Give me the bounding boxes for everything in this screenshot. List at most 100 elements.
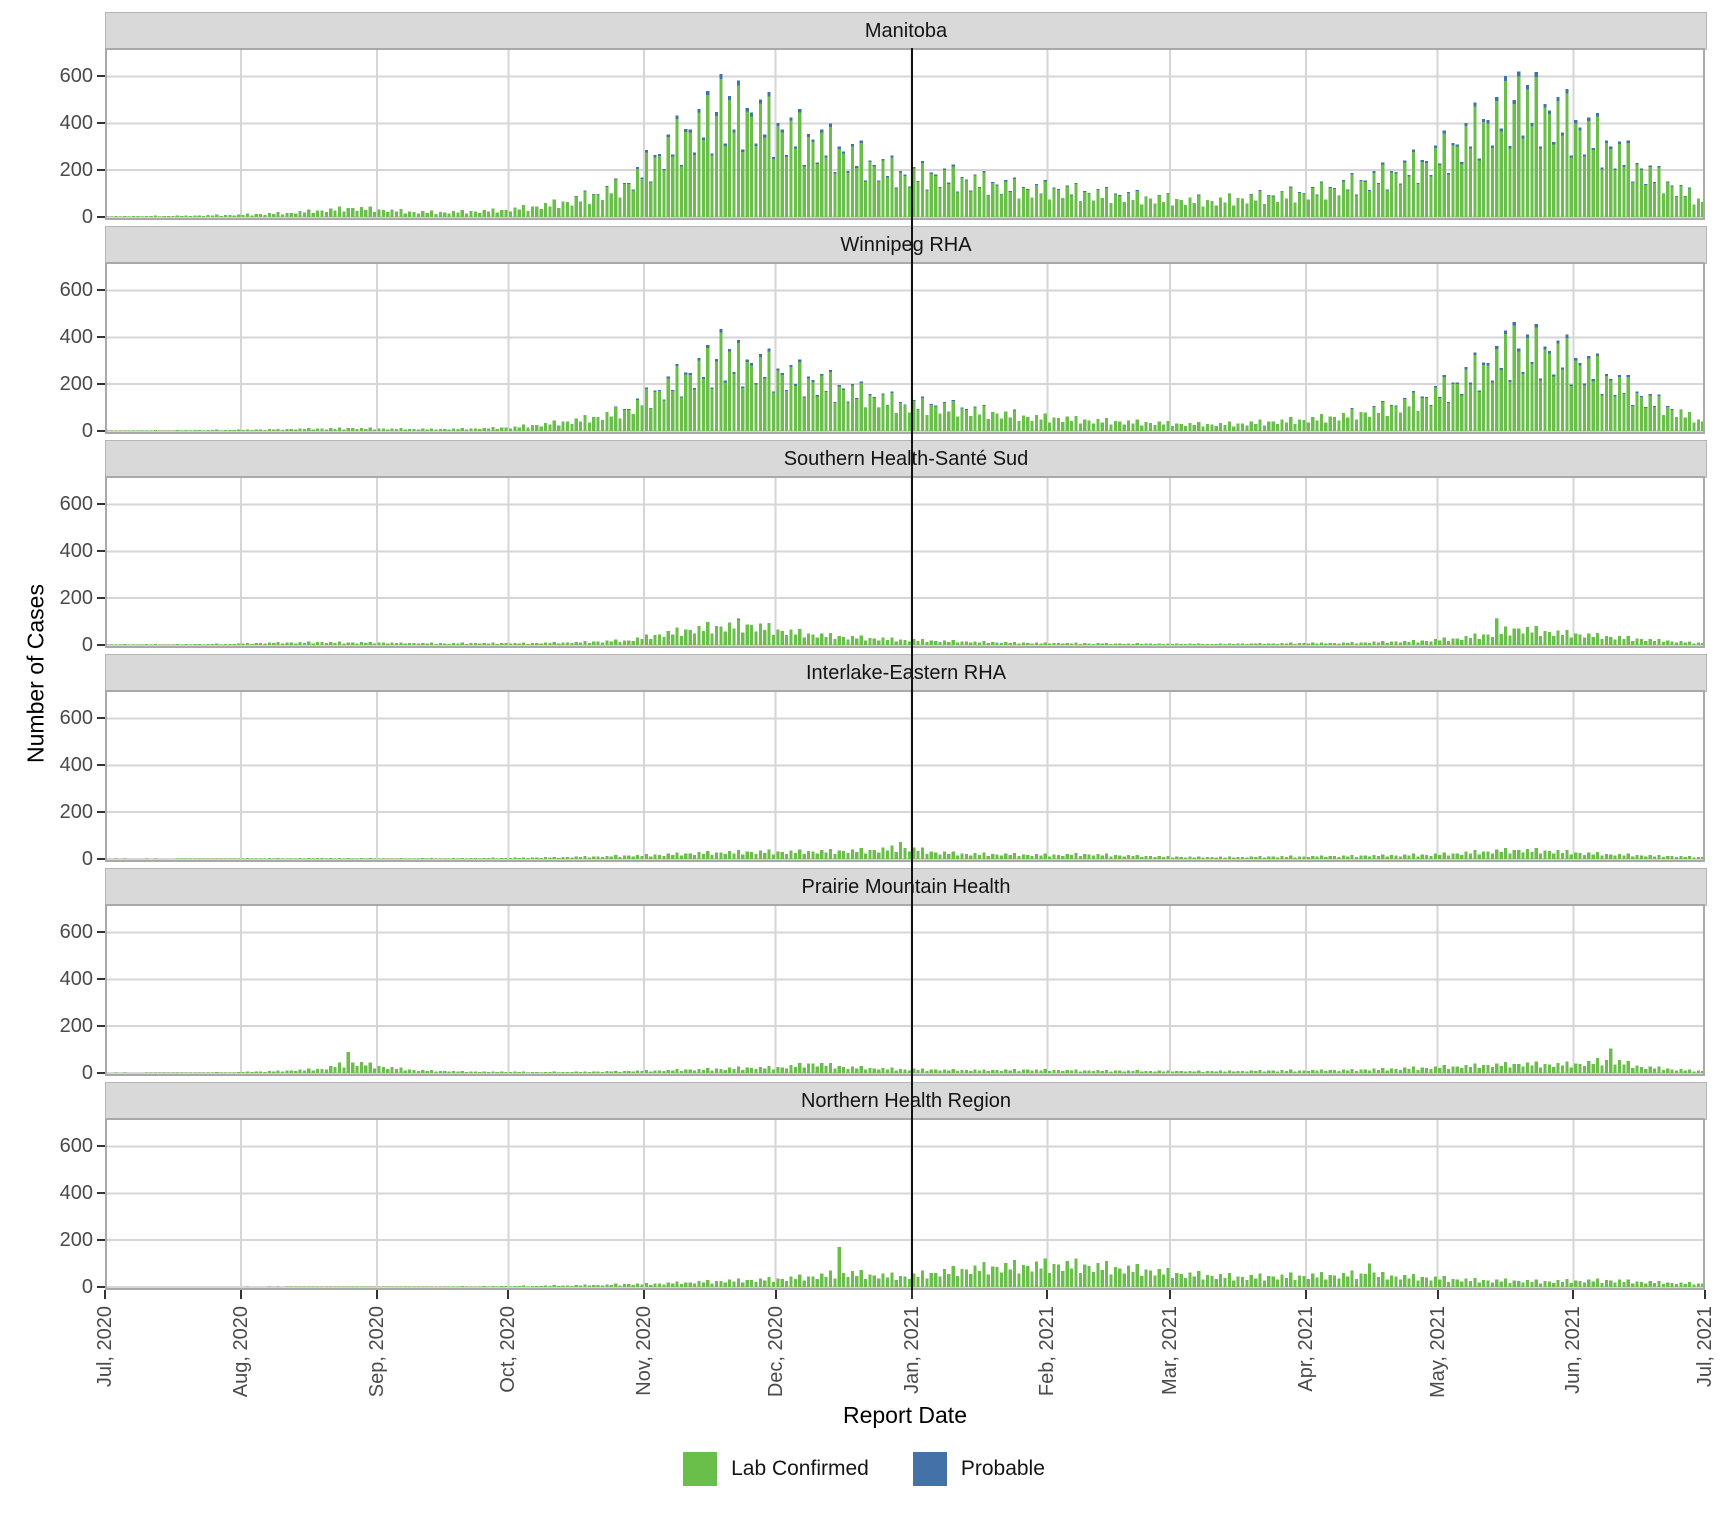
y-tick-label: 600 (59, 279, 93, 302)
x-tick-mark (1704, 1290, 1706, 1299)
y-tick-mark (97, 1192, 105, 1195)
y-tick-mark (97, 289, 105, 292)
y-tick-label: 600 (59, 707, 93, 730)
panel-border (105, 690, 1705, 862)
y-tick-mark (97, 717, 105, 720)
panel-border (105, 904, 1705, 1076)
facet-plot (105, 690, 1705, 862)
facet-title: Interlake-Eastern RHA (805, 661, 1007, 684)
x-axis-title: Report Date (842, 1402, 967, 1428)
panel-border (105, 48, 1705, 220)
y-tick-label: 400 (59, 112, 93, 135)
bars-group (105, 618, 1705, 645)
y-tick-mark (97, 75, 105, 78)
legend-label-probable: Probable (960, 1457, 1045, 1480)
gridlines (105, 1118, 1705, 1290)
x-tick-mark (239, 1290, 242, 1299)
y-tick-mark (97, 216, 105, 218)
x-tick-mark (1572, 1290, 1575, 1299)
facet-title: Southern Health-Santé Sud (783, 447, 1029, 470)
bars-group (184, 1247, 1705, 1287)
bars-group (105, 842, 1705, 859)
y-tick-label: 0 (81, 1276, 93, 1298)
facet-strip: Manitoba (105, 12, 1707, 50)
y-tick-label: 200 (59, 1229, 93, 1252)
bars-group (105, 1048, 1705, 1073)
x-tick-mark (1046, 1290, 1049, 1299)
facet-strip: Northern Health Region (105, 1082, 1707, 1120)
facet-title: Manitoba (864, 19, 948, 42)
x-tick-mark (1305, 1290, 1308, 1299)
y-tick-mark (97, 764, 105, 767)
y-tick-label: 600 (59, 921, 93, 944)
legend-item-lab-confirmed: Lab Confirmed (683, 1452, 869, 1486)
y-tick-label: 600 (59, 65, 93, 88)
facet-title: Winnipeg RHA (840, 233, 972, 256)
y-tick-mark (97, 336, 105, 339)
y-tick-label: 400 (59, 1182, 93, 1205)
gridlines (105, 476, 1705, 648)
y-tick-mark (97, 550, 105, 553)
facet-plot (105, 262, 1705, 434)
y-tick-label: 200 (59, 1015, 93, 1038)
facet-plot (105, 476, 1705, 648)
y-tick-mark (97, 169, 105, 172)
y-tick-mark (97, 931, 105, 934)
x-tick-mark (104, 1290, 106, 1299)
reference-line-jan-2021 (910, 48, 913, 1290)
facet-plot (105, 1118, 1705, 1290)
x-tick-mark (774, 1290, 777, 1299)
facet-plot (105, 48, 1705, 220)
gridlines (105, 690, 1705, 862)
panel-border (105, 1118, 1705, 1290)
panel-border (105, 262, 1705, 434)
x-tick-mark (375, 1290, 378, 1299)
facet-title: Northern Health Region (800, 1089, 1012, 1112)
facet-title: Prairie Mountain Health (801, 875, 1011, 898)
x-tick-mark (507, 1290, 510, 1299)
y-tick-mark (97, 811, 105, 814)
y-tick-label: 400 (59, 968, 93, 991)
y-tick-mark (97, 978, 105, 981)
facet-strip: Southern Health-Santé Sud (105, 440, 1707, 478)
y-tick-mark (97, 383, 105, 386)
y-tick-label: 400 (59, 326, 93, 349)
y-tick-mark (97, 503, 105, 506)
x-tick-mark (910, 1290, 913, 1299)
y-tick-label: 200 (59, 587, 93, 610)
y-tick-mark (97, 1072, 105, 1074)
y-tick-label: 200 (59, 159, 93, 182)
y-tick-mark (97, 644, 105, 646)
facet-strip: Prairie Mountain Health (105, 868, 1707, 906)
y-tick-label: 200 (59, 373, 93, 396)
y-tick-mark (97, 858, 105, 860)
y-tick-mark (97, 1286, 105, 1288)
y-tick-mark (97, 122, 105, 125)
legend-item-probable: Probable (912, 1452, 1045, 1486)
facet-strip: Winnipeg RHA (105, 226, 1707, 264)
y-tick-label: 0 (81, 848, 93, 870)
y-tick-label: 0 (81, 206, 93, 228)
y-tick-label: 600 (59, 1135, 93, 1158)
y-tick-mark (97, 1239, 105, 1242)
facet-plot (105, 904, 1705, 1076)
legend-label-lab-confirmed: Lab Confirmed (731, 1457, 869, 1480)
x-tick-mark (1169, 1290, 1172, 1299)
legend: Lab Confirmed Probable (0, 1452, 1728, 1486)
y-tick-label: 0 (81, 420, 93, 442)
y-tick-mark (97, 597, 105, 600)
y-tick-label: 0 (81, 634, 93, 656)
lab-confirmed-swatch-icon (683, 1452, 718, 1486)
probable-swatch-icon (912, 1452, 947, 1486)
x-tick-mark (1436, 1290, 1439, 1299)
y-tick-label: 200 (59, 801, 93, 824)
y-tick-label: 0 (81, 1062, 93, 1084)
panel-border (105, 476, 1705, 648)
gridlines (105, 904, 1705, 1076)
bars-group (105, 71, 1705, 218)
bars-group (105, 321, 1705, 431)
y-tick-mark (97, 430, 105, 432)
x-tick-mark (643, 1290, 646, 1299)
y-tick-mark (97, 1025, 105, 1028)
